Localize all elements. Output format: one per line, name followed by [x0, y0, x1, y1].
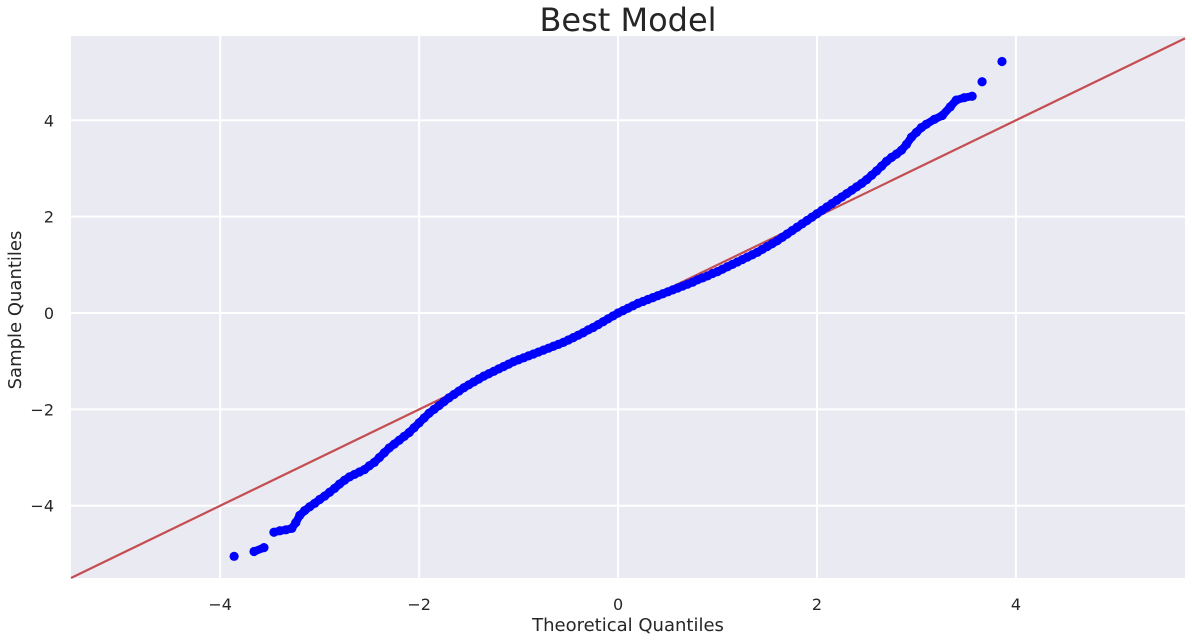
x-tick-label: −4 [208, 595, 232, 614]
chart-title: Best Model [539, 1, 716, 39]
x-tick-label: 4 [1011, 595, 1021, 614]
y-tick-label: 0 [44, 304, 54, 323]
x-tick-label: 0 [613, 595, 623, 614]
x-tick-label: 2 [812, 595, 822, 614]
data-point [997, 56, 1007, 67]
data-point [921, 119, 931, 129]
data-point [259, 543, 269, 553]
y-tick-label: −4 [30, 497, 54, 516]
y-tick-label: −2 [30, 400, 54, 419]
data-point [901, 139, 912, 149]
y-tick-label: 2 [44, 208, 54, 227]
data-point [945, 102, 955, 112]
data-point [959, 93, 969, 103]
data-point [937, 110, 947, 121]
y-tick-label: 4 [44, 111, 54, 130]
x-axis-label: Theoretical Quantiles [531, 615, 724, 636]
points-layer [229, 56, 1007, 561]
data-point [951, 95, 961, 105]
data-point [229, 551, 239, 561]
data-point [977, 77, 987, 87]
grid [71, 36, 1185, 578]
data-point [249, 546, 259, 557]
y-axis-label: Sample Quantiles [5, 231, 26, 390]
x-tick-label: −2 [407, 595, 431, 614]
data-point [929, 114, 939, 124]
data-point [967, 91, 977, 101]
data-point [291, 517, 301, 528]
tick-labels: −4 −2 0 2 4 −4 −2 0 2 4 [30, 111, 1021, 614]
